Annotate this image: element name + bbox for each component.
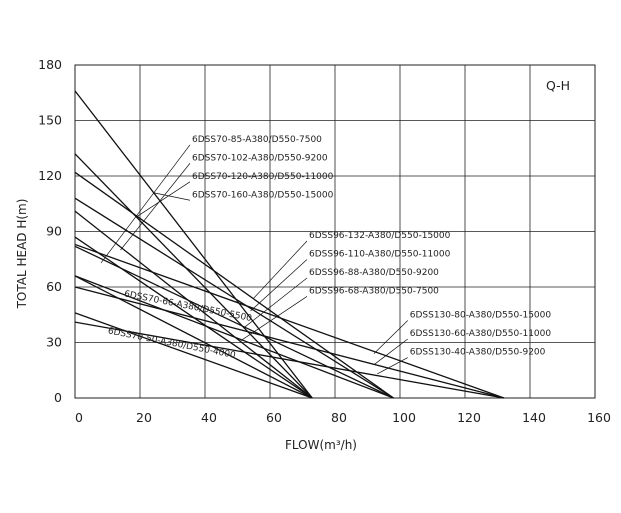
annotation-label: 6DSS130-40-A380/D550-9200 xyxy=(410,348,546,358)
annotation-leader xyxy=(373,320,408,354)
x-tick-label: 20 xyxy=(136,410,152,425)
y-tick-label: 120 xyxy=(38,168,62,183)
curve-6dss130-80-a380/d550-15000 xyxy=(74,243,505,399)
curve-6dss70-50-a380/d550-4000 xyxy=(74,312,313,399)
curve-6dss96-132-a380/d550-15000 xyxy=(74,171,394,399)
annotation-label: 6DSS96-88-A380/D550-9200 xyxy=(309,268,439,278)
curve-6dss130-60-a380/d550-11000 xyxy=(74,286,505,399)
annotation-leader xyxy=(250,259,308,312)
corner-label: Q-H xyxy=(546,78,570,93)
y-axis-title: TOTAL HEAD H(m) xyxy=(15,199,29,310)
x-tick-label: 140 xyxy=(522,410,546,425)
annotation-leader xyxy=(253,240,308,299)
x-tick-label: 100 xyxy=(392,410,416,425)
y-tick-label: 180 xyxy=(38,57,62,72)
annotation-leader xyxy=(120,163,191,251)
y-tick-labels: 0 30 60 90 120 150 180 xyxy=(38,57,62,405)
annotation-label: 6DSS70-120-A380/D550-11000 xyxy=(192,172,334,182)
annotation-label: 6DSS130-60-A380/D550-11000 xyxy=(410,329,552,339)
x-tick-label: 160 xyxy=(587,410,611,425)
curve-6dss70-66-a380/d550-5500 xyxy=(74,275,313,399)
curve-6dss70-160-a380/d550-15000 xyxy=(74,90,313,399)
annotation-label: 6DSS130-80-A380/D550-15000 xyxy=(410,311,552,321)
curve-6dss96-88-a380/d550-9200 xyxy=(74,245,394,399)
annotation-leader xyxy=(152,192,191,201)
annotation-label: 6DSS96-110-A380/D550-11000 xyxy=(309,249,451,259)
annotation-leader xyxy=(136,181,191,217)
annotation-label: 6DSS70-160-A380/D550-15000 xyxy=(192,190,334,200)
curve-6dss96-68-a380/d550-7500 xyxy=(74,275,394,399)
curve-annotations: 6DSS70-85-A380/D550-7500 6DSS70-102-A380/… xyxy=(192,135,551,358)
q-h-curves xyxy=(74,90,505,399)
inline-curve-label: 6DSS70-50-A380/D550-4000 xyxy=(107,326,237,361)
annotation-label: 6DSS96-132-A380/D550-15000 xyxy=(309,231,451,241)
y-tick-label: 30 xyxy=(46,335,62,350)
y-tick-label: 60 xyxy=(46,279,62,294)
curve-6dss70-102-a380/d550-9200 xyxy=(74,210,313,399)
x-tick-label: 40 xyxy=(201,410,217,425)
y-tick-label: 90 xyxy=(46,224,62,239)
curve-6dss96-110-a380/d550-11000 xyxy=(74,197,394,399)
x-tick-labels: 0 20 40 60 80 100 120 140 160 xyxy=(75,410,611,425)
annotation-leader xyxy=(373,338,408,365)
annotation-label: 6DSS70-102-A380/D550-9200 xyxy=(192,153,328,163)
annotation-label: 6DSS96-68-A380/D550-7500 xyxy=(309,286,439,296)
curve-6dss130-40-a380/d550-9200 xyxy=(74,321,505,399)
x-tick-label: 60 xyxy=(266,410,282,425)
x-tick-label: 120 xyxy=(457,410,481,425)
x-tick-label: 80 xyxy=(331,410,347,425)
y-tick-label: 0 xyxy=(54,390,62,405)
y-tick-label: 150 xyxy=(38,113,62,128)
annotation-leader xyxy=(243,277,308,328)
x-tick-label: 0 xyxy=(75,410,83,425)
plot-frame xyxy=(74,64,596,399)
annotation-leader xyxy=(100,144,191,264)
annotation-label: 6DSS70-85-A380/D550-7500 xyxy=(192,135,322,145)
annotation-leader xyxy=(377,357,408,375)
x-axis-title: FLOW(m³/h) xyxy=(285,438,357,452)
